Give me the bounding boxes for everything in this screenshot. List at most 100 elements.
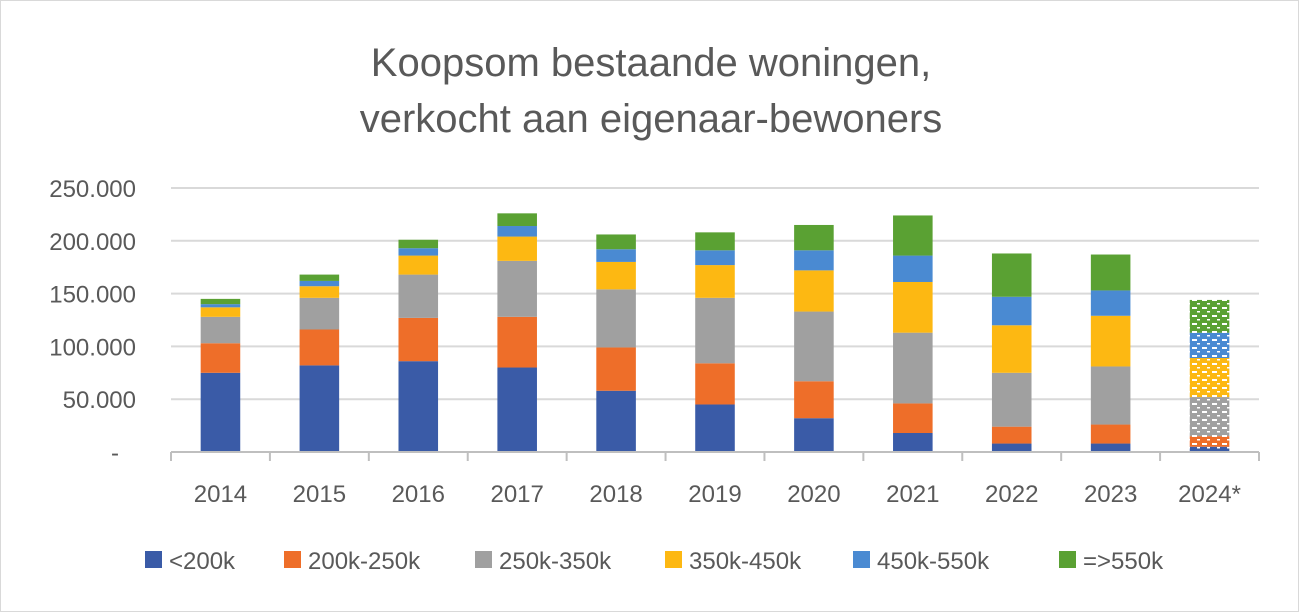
legend-label: 450k-550k [877, 548, 990, 575]
legend-label: 200k-250k [308, 548, 421, 575]
bar-segment [695, 265, 735, 298]
bar-segment [200, 307, 241, 317]
bar-segment [497, 226, 537, 237]
y-tick-label: 50.000 [63, 387, 136, 414]
bar-segment [1090, 366, 1131, 425]
x-tick-label: 2014 [194, 481, 247, 508]
bar-segment [893, 255, 933, 282]
bar-segment [497, 316, 537, 368]
bar-segment [596, 249, 636, 262]
x-tick-label: 2015 [293, 481, 346, 508]
bar-segment [299, 365, 340, 452]
bar-segment [1090, 290, 1131, 316]
bar-segment [200, 316, 241, 344]
bar-segment [200, 304, 241, 308]
x-tick-label: 2022 [985, 481, 1038, 508]
x-tick-label: 2017 [490, 481, 543, 508]
bar-segment [991, 372, 1032, 427]
legend-swatch [665, 551, 682, 568]
bar-segment [497, 367, 537, 452]
chart-title-line-2: verkocht aan eigenaar-bewoners [360, 97, 943, 141]
bar-segment [794, 311, 834, 382]
bar-segment [299, 329, 340, 366]
bar-segment [893, 332, 933, 404]
bar-segment [695, 404, 735, 452]
bar-segment [893, 403, 933, 433]
bar-segment [497, 236, 537, 261]
bar-segment [398, 239, 439, 249]
bar-segment [695, 250, 735, 266]
x-tick-label: 2024* [1178, 481, 1241, 508]
legend-swatch [1059, 551, 1076, 568]
y-tick-label: 150.000 [49, 282, 136, 309]
bar-segment [794, 418, 834, 452]
bar-segment [200, 372, 241, 452]
bar-segment [1090, 315, 1131, 367]
bar-segment [299, 297, 340, 330]
bar-segment [1189, 397, 1230, 437]
legend: <200k 200k-250k 250k-350k 350k-450k 450k-550… [145, 548, 1164, 575]
bar-segment [596, 261, 636, 290]
bars [200, 213, 1230, 452]
legend-label: 250k-350k [499, 548, 612, 575]
bar-segment [398, 317, 439, 362]
x-axis [170, 451, 1260, 461]
x-tick-label: 2019 [688, 481, 741, 508]
bar-segment [200, 298, 241, 305]
bar-segment [893, 281, 933, 333]
bar-segment [695, 232, 735, 251]
bar-segment [991, 426, 1032, 444]
bar-segment [794, 270, 834, 312]
bar-segment [794, 224, 834, 251]
bar-segment [596, 347, 636, 391]
bar-segment [497, 260, 537, 317]
legend-swatch [853, 551, 870, 568]
bar-segment [497, 213, 537, 227]
bar-segment [398, 248, 439, 256]
legend-swatch [145, 551, 162, 568]
legend-label: 350k-450k [689, 548, 802, 575]
legend-label: =>550k [1083, 548, 1164, 575]
bar-segment [695, 297, 735, 364]
bar-segment [1189, 332, 1230, 359]
legend-swatch [475, 551, 492, 568]
bar-segment [893, 215, 933, 256]
legend-swatch [284, 551, 301, 568]
x-axis-tick-labels: 2014 2015 2016 2017 2018 2019 2020 2021 2022 2023… [194, 481, 1241, 508]
y-tick-label: 100.000 [49, 334, 136, 361]
bar-segment [1189, 436, 1230, 447]
legend-label: <200k [169, 548, 236, 575]
y-axis-tick-labels: - 50.000 100.000 150.000 200.000 250.000 [49, 176, 136, 467]
bar-segment [1090, 424, 1131, 444]
x-tick-label: 2021 [886, 481, 939, 508]
chart-title-line-1: Koopsom bestaande woningen, [371, 41, 931, 85]
bar-segment [991, 253, 1032, 297]
bar-segment [398, 361, 439, 452]
bar-segment [299, 280, 340, 287]
bar-segment [398, 255, 439, 275]
bar-segment [1189, 358, 1230, 398]
bar-segment [1090, 254, 1131, 291]
bar-segment [200, 343, 241, 373]
bar-segment [794, 250, 834, 271]
bar-segment [1090, 443, 1131, 452]
bar-segment [596, 234, 636, 250]
x-tick-label: 2018 [589, 481, 642, 508]
y-tick-label: 250.000 [49, 176, 136, 203]
x-tick-label: 2020 [787, 481, 840, 508]
bar-segment [991, 443, 1032, 452]
y-tick-label: 200.000 [49, 229, 136, 256]
bar-segment [991, 296, 1032, 326]
x-tick-label: 2023 [1084, 481, 1137, 508]
x-tick-label: 2016 [392, 481, 445, 508]
bar-segment [596, 390, 636, 452]
bar-segment [299, 286, 340, 298]
bar-segment [398, 274, 439, 318]
bar-segment [1189, 299, 1230, 333]
bar-segment [596, 289, 636, 348]
bar-segment [1189, 446, 1230, 452]
bar-segment [794, 381, 834, 419]
bar-segment [991, 325, 1032, 373]
